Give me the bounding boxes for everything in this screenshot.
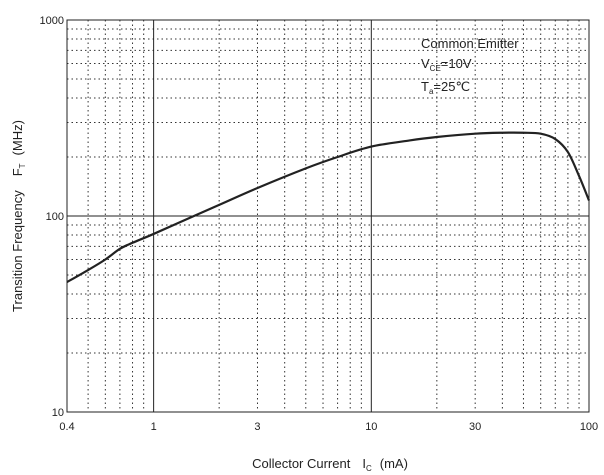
y-tick-label: 100 [46,211,64,223]
y-tick-label: 10 [52,407,64,419]
tick-label-layer: 0.4 1 3 10 30 100 10 100 1000 [40,15,599,433]
annotation-line-2: VCE=10V [421,56,472,73]
annotation-line-3: Ta=25℃ [421,79,470,96]
annotation-block: Common Emitter VCE=10V Ta=25℃ [421,36,519,96]
y-tick-label: 1000 [40,15,64,27]
annotation-line-1: Common Emitter [421,36,519,51]
x-tick-label: 30 [469,421,481,433]
y-axis-label: Transition FrequencyFT(MHz) [10,120,27,312]
x-tick-label: 10 [365,421,377,433]
x-tick-label: 0.4 [59,421,74,433]
x-axis-label: Collector Current IC (mA) [252,456,408,473]
x-tick-label: 3 [254,421,260,433]
x-tick-label: 1 [151,421,157,433]
curve-layer [66,131,591,284]
major-grid-layer [67,20,589,412]
x-tick-label: 100 [580,421,598,433]
plot-frame [66,19,590,413]
ft-vs-ic-curve [66,131,591,284]
